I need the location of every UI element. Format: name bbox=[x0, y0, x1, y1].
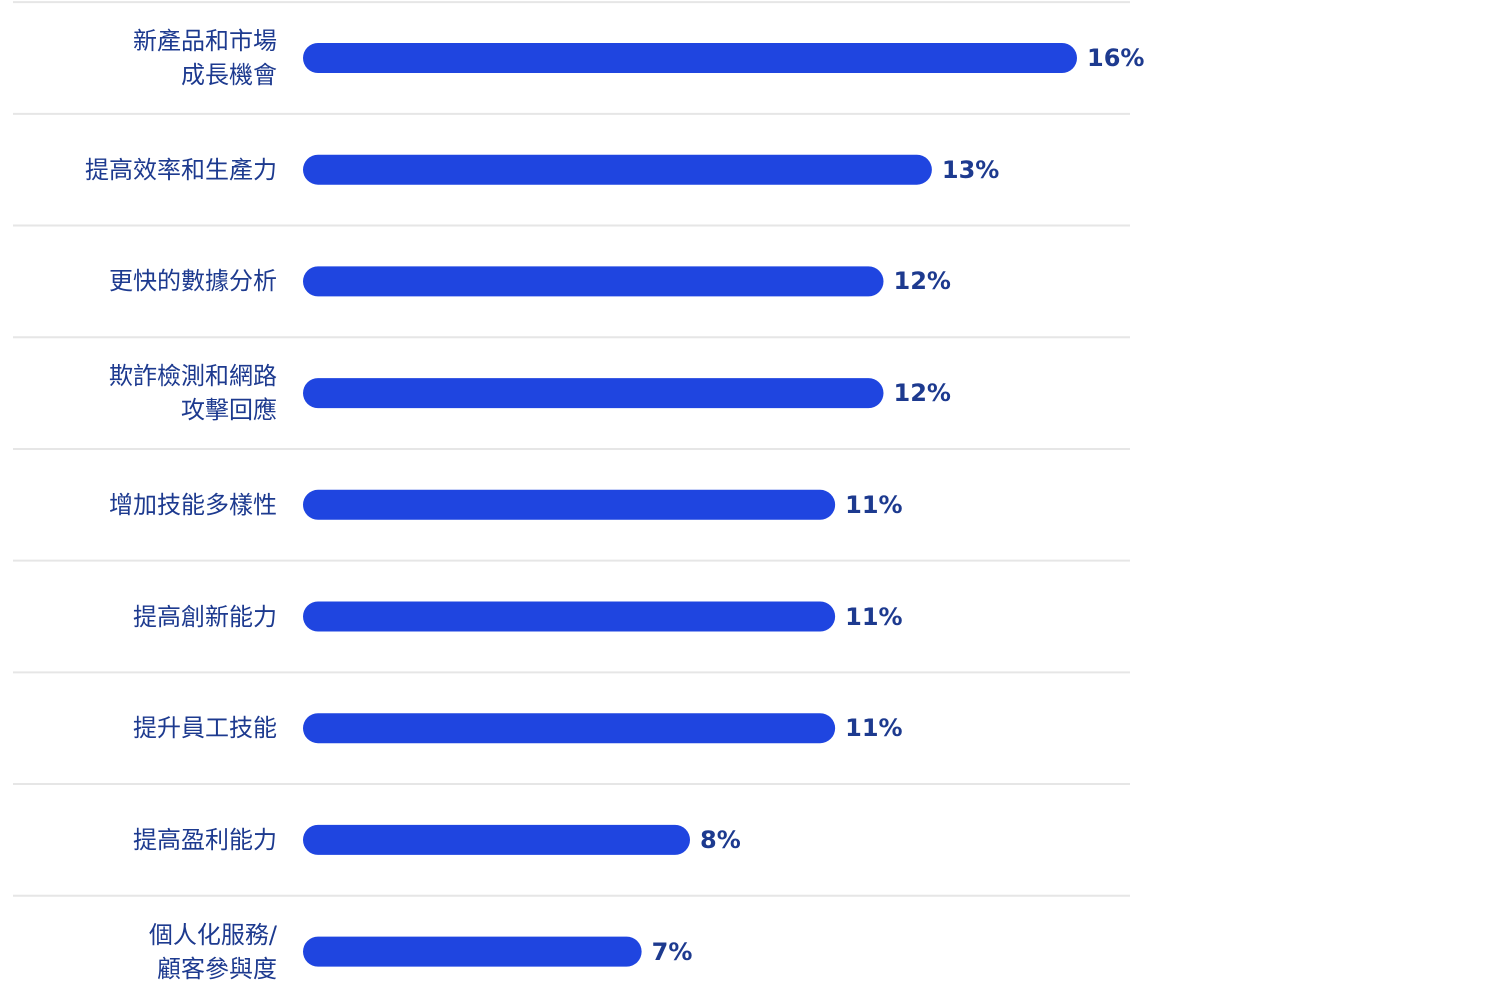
bar bbox=[303, 601, 836, 632]
category-label: 增加技能多樣性 bbox=[109, 490, 277, 519]
value-label: 13% bbox=[941, 155, 1000, 184]
category-label: 提高效率和生產力 bbox=[85, 155, 277, 184]
category-label: 個人化服務/ 顧客參與度 bbox=[148, 920, 277, 983]
value-label: 12% bbox=[893, 379, 951, 408]
category-label: 欺詐檢測和網路 攻擊回應 bbox=[109, 362, 277, 425]
bar bbox=[303, 266, 884, 297]
value-label: 11% bbox=[845, 714, 903, 743]
bar bbox=[303, 713, 836, 744]
category-label: 更快的數據分析 bbox=[109, 267, 277, 296]
bar bbox=[303, 824, 690, 855]
category-label: 提高創新能力 bbox=[133, 602, 277, 631]
value-label: 12% bbox=[893, 267, 951, 296]
bar bbox=[303, 378, 884, 409]
bar bbox=[303, 43, 1077, 73]
category-label: 新產品和市場 成長機會 bbox=[133, 27, 277, 89]
category-label: 提升員工技能 bbox=[133, 714, 277, 743]
bar bbox=[303, 154, 932, 185]
bar bbox=[303, 936, 642, 967]
value-label: 11% bbox=[845, 602, 903, 631]
value-label: 16% bbox=[1087, 44, 1145, 72]
value-label: 8% bbox=[700, 825, 741, 854]
value-label: 7% bbox=[651, 937, 693, 966]
value-label: 11% bbox=[845, 490, 903, 519]
category-label: 提高盈利能力 bbox=[133, 825, 277, 854]
bar bbox=[303, 489, 836, 520]
